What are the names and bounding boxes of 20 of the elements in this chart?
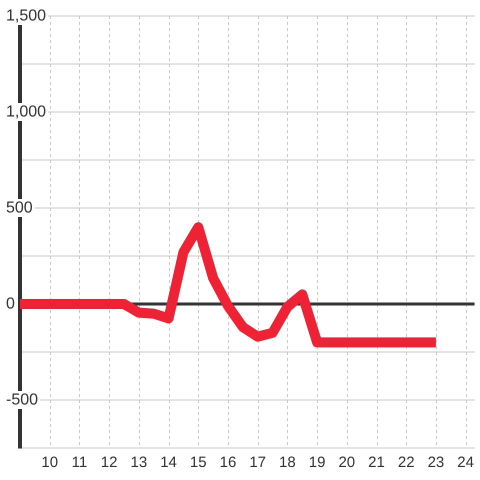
x-tick-label: 24 — [457, 454, 474, 472]
x-tick-label: 18 — [279, 454, 296, 472]
y-tick-label: 1,500 — [6, 7, 46, 24]
x-tick-label: 19 — [308, 454, 326, 472]
x-tick-label: 23 — [428, 454, 444, 472]
x-tick-label: 20 — [338, 454, 356, 472]
y-tick-label: 500 — [6, 199, 33, 216]
y-tick-label: 1,000 — [6, 103, 46, 120]
x-tick-label: 16 — [220, 454, 236, 472]
x-tick-label: 21 — [368, 454, 385, 472]
x-tick-label: 14 — [160, 454, 177, 472]
x-tick-label: 17 — [249, 454, 266, 472]
x-tick-label: 13 — [130, 454, 148, 472]
x-tick-label: 12 — [100, 454, 118, 472]
x-tick-label: 10 — [41, 454, 58, 472]
y-tick-label: -500 — [6, 391, 38, 408]
x-tick-label: 15 — [190, 454, 207, 472]
x-tick-label: 11 — [72, 454, 88, 472]
y-tick-label: 0 — [6, 295, 15, 312]
x-tick-label: 22 — [398, 454, 415, 472]
